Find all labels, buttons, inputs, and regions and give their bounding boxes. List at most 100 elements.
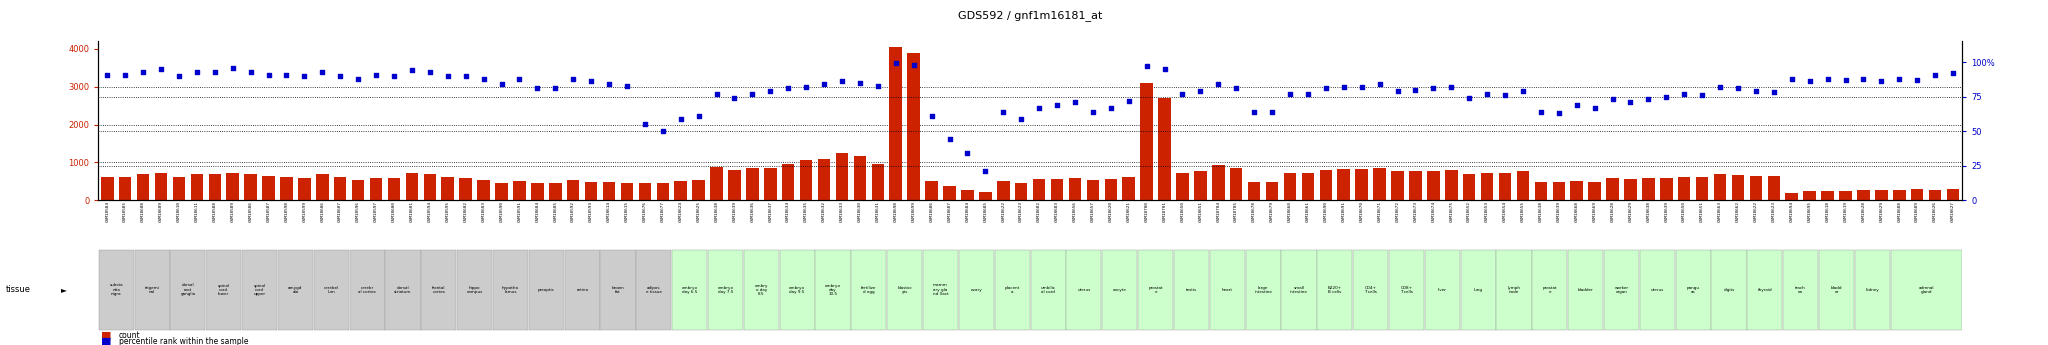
Point — [1882, 76, 1915, 81]
Bar — [1714, 175, 1726, 200]
Point — [1292, 91, 1325, 97]
FancyBboxPatch shape — [1640, 250, 1675, 329]
Bar — [424, 175, 436, 200]
Bar — [1589, 181, 1602, 200]
Point — [1632, 97, 1665, 102]
Bar — [1194, 171, 1206, 200]
Text: GSM18668: GSM18668 — [1575, 201, 1579, 222]
Point — [969, 168, 1001, 174]
Text: GDS592 / gnf1m16181_at: GDS592 / gnf1m16181_at — [958, 10, 1102, 21]
Bar — [692, 180, 705, 200]
Text: GSM18650: GSM18650 — [1180, 201, 1184, 222]
Text: GSM18637: GSM18637 — [768, 201, 772, 222]
Text: GSM18595: GSM18595 — [446, 201, 451, 222]
Text: GSM18688: GSM18688 — [1896, 201, 1901, 222]
FancyBboxPatch shape — [1354, 250, 1389, 329]
Text: GSM18591: GSM18591 — [518, 201, 522, 222]
Bar — [1176, 173, 1188, 200]
Point — [414, 69, 446, 75]
Text: placent
a: placent a — [1006, 286, 1020, 294]
Point — [342, 76, 375, 81]
Text: liver: liver — [1438, 288, 1446, 292]
Text: GSM18662: GSM18662 — [1737, 201, 1741, 222]
Point — [1077, 109, 1110, 115]
Text: oocyte: oocyte — [1112, 288, 1126, 292]
FancyBboxPatch shape — [1460, 250, 1495, 329]
Text: ovary: ovary — [971, 288, 983, 292]
Text: GSM18639: GSM18639 — [1556, 201, 1561, 222]
Text: GSM18694: GSM18694 — [1790, 201, 1794, 222]
Point — [1364, 81, 1397, 87]
Text: GSM18608: GSM18608 — [141, 201, 145, 222]
Text: GSM18704: GSM18704 — [1217, 201, 1221, 222]
Text: GSM18594: GSM18594 — [428, 201, 432, 222]
FancyBboxPatch shape — [887, 250, 922, 329]
FancyBboxPatch shape — [1569, 250, 1604, 329]
Point — [1237, 109, 1270, 115]
Bar — [1212, 165, 1225, 200]
Text: worker
organ: worker organ — [1614, 286, 1628, 294]
Text: GSM18675: GSM18675 — [1450, 201, 1454, 222]
Bar — [1374, 168, 1386, 200]
Text: embryo
day
10.5: embryo day 10.5 — [825, 284, 842, 296]
Text: CD8+
T cells: CD8+ T cells — [1401, 286, 1413, 294]
Bar — [334, 177, 346, 200]
Point — [485, 81, 518, 87]
Text: GSM18690: GSM18690 — [1323, 201, 1327, 222]
Point — [862, 83, 895, 88]
Bar — [1356, 169, 1368, 200]
Text: GSM18656: GSM18656 — [1073, 201, 1077, 222]
Text: GSM18660: GSM18660 — [1288, 201, 1292, 222]
Text: thyroid: thyroid — [1757, 288, 1772, 292]
Text: GSM18592: GSM18592 — [571, 201, 575, 222]
Point — [1489, 92, 1522, 98]
Text: GSM18628: GSM18628 — [1610, 201, 1614, 222]
Text: small
intestine: small intestine — [1290, 286, 1309, 294]
FancyBboxPatch shape — [672, 250, 707, 329]
Text: GSM18684: GSM18684 — [965, 201, 969, 222]
Text: spinal
cord
lower: spinal cord lower — [217, 284, 229, 296]
Bar — [371, 178, 383, 200]
Point — [432, 73, 465, 79]
Bar — [1911, 189, 1923, 200]
Text: GSM18701: GSM18701 — [1163, 201, 1167, 222]
FancyBboxPatch shape — [1282, 250, 1317, 329]
FancyBboxPatch shape — [1030, 250, 1065, 329]
Text: prostat
e: prostat e — [1149, 286, 1163, 294]
Bar — [639, 183, 651, 200]
FancyBboxPatch shape — [207, 250, 242, 329]
Bar — [1606, 178, 1618, 200]
Text: brown
fat: brown fat — [612, 286, 625, 294]
Point — [1810, 76, 1843, 81]
FancyBboxPatch shape — [815, 250, 850, 329]
Point — [629, 121, 662, 127]
Text: GSM18614: GSM18614 — [606, 201, 610, 222]
FancyBboxPatch shape — [1855, 250, 1890, 329]
Point — [664, 116, 696, 121]
Text: GSM18599: GSM18599 — [303, 201, 307, 222]
Text: large
intestine: large intestine — [1253, 286, 1272, 294]
Point — [1561, 102, 1593, 108]
Bar — [711, 167, 723, 200]
Bar — [907, 53, 920, 200]
Bar — [1642, 178, 1655, 200]
Text: retina: retina — [575, 288, 588, 292]
Point — [825, 79, 858, 84]
Text: GSM18620: GSM18620 — [1108, 201, 1112, 222]
Point — [557, 76, 590, 81]
Bar — [281, 177, 293, 200]
Point — [1470, 91, 1503, 97]
Bar — [1247, 181, 1260, 200]
Point — [1866, 79, 1898, 84]
Point — [772, 86, 805, 91]
Bar — [1069, 178, 1081, 200]
Text: embryo
day 6.5: embryo day 6.5 — [682, 286, 698, 294]
Text: bladder: bladder — [1577, 288, 1593, 292]
Bar — [190, 175, 203, 200]
Text: ■: ■ — [100, 337, 113, 345]
Text: cerebr
al cortex: cerebr al cortex — [358, 286, 377, 294]
Text: GSM18610: GSM18610 — [176, 201, 180, 222]
FancyBboxPatch shape — [709, 250, 743, 329]
FancyBboxPatch shape — [1784, 250, 1819, 329]
Bar — [567, 180, 580, 200]
